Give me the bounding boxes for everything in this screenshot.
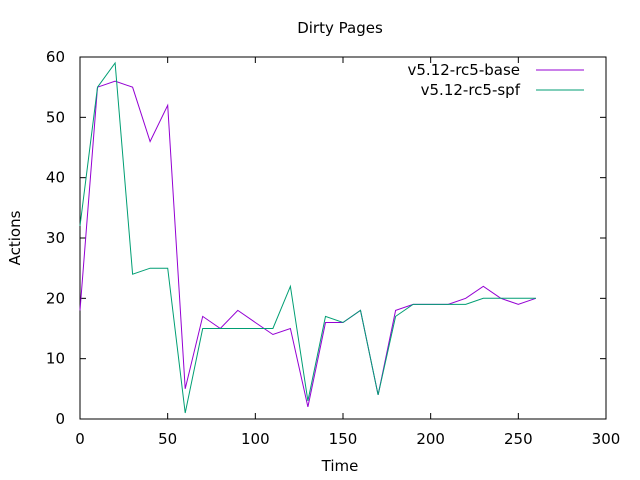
x-axis-label: Time (321, 457, 359, 475)
x-tick-label: 100 (241, 430, 270, 448)
x-tick-label: 300 (592, 430, 621, 448)
legend-label: v5.12-rc5-base (408, 61, 521, 79)
x-tick-label: 250 (504, 430, 533, 448)
legend-label: v5.12-rc5-spf (421, 81, 521, 99)
y-axis-label: Actions (6, 210, 24, 265)
series-line-0 (79, 80, 537, 408)
x-tick-label: 0 (75, 430, 85, 448)
y-tick-label: 50 (46, 108, 65, 126)
y-tick-label: 0 (55, 410, 65, 428)
legend: v5.12-rc5-base v5.12-rc5-spf (408, 61, 584, 99)
plot-frame (79, 56, 607, 420)
series-line-1 (79, 61, 536, 414)
y-tick-label: 20 (46, 289, 65, 307)
x-tick-label: 50 (158, 430, 177, 448)
series-lines (79, 61, 537, 414)
chart-title: Dirty Pages (297, 19, 383, 37)
x-tick-label: 200 (416, 430, 445, 448)
y-tick-label: 10 (46, 350, 65, 368)
y-tick-label: 40 (46, 169, 65, 187)
x-tick-label: 150 (329, 430, 358, 448)
y-tick-label: 30 (46, 229, 65, 247)
y-tick-label: 60 (46, 48, 65, 66)
axis-ticks: 0 50 100 150 200 250 300 0 10 20 30 40 50 60 (46, 48, 620, 448)
